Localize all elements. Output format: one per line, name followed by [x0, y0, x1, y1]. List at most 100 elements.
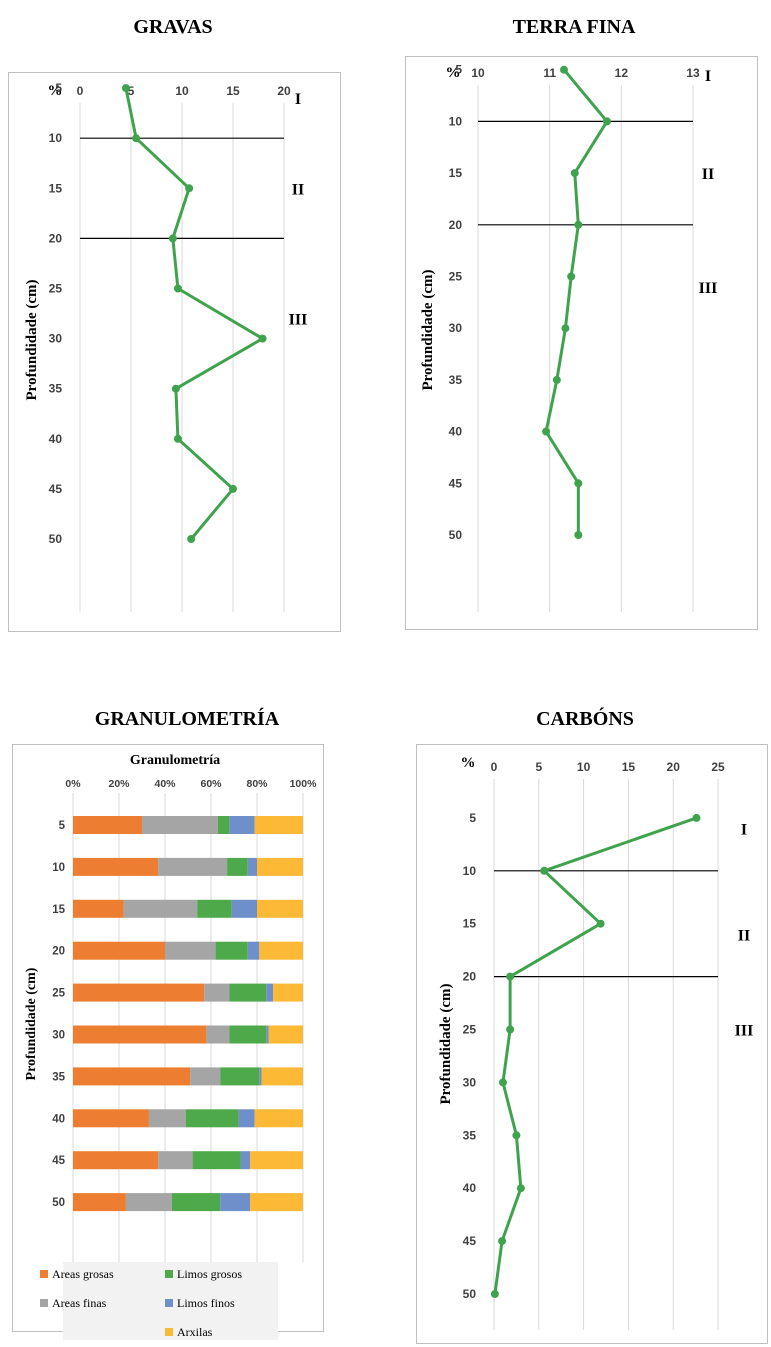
bar-segment [73, 816, 142, 834]
y-axis-label: Profundidade (cm) [24, 280, 40, 401]
y-tick-label: 10 [463, 864, 477, 878]
bar-segment [229, 816, 255, 834]
y-tick-label: 45 [52, 1155, 65, 1167]
bar-segment [266, 1025, 269, 1044]
bar-segment [231, 899, 257, 918]
y-axis-label: Profundidade (cm) [420, 270, 436, 391]
y-tick-label: 45 [49, 482, 63, 496]
legend-swatch [165, 1299, 173, 1307]
y-tick-label: 10 [49, 131, 63, 145]
x-tick-label: 100% [290, 778, 318, 790]
y-tick-label: 10 [449, 114, 463, 128]
y-tick-label: 20 [52, 946, 65, 958]
bar-segment [268, 1025, 303, 1044]
zone-label: II [292, 181, 304, 198]
x-tick-label: 40% [154, 778, 176, 790]
bar-segment [261, 1067, 303, 1086]
granulometria-chart-title: Granulometría [130, 753, 220, 768]
zone-label: III [735, 1023, 754, 1040]
x-tick-label: 60% [200, 778, 222, 790]
y-tick-label: 50 [52, 1197, 65, 1209]
zone-label: I [295, 91, 301, 108]
data-point [540, 866, 549, 875]
x-tick-label: 5 [535, 760, 542, 774]
y-tick-label: 25 [449, 270, 463, 284]
x-tick-label: 10 [471, 66, 485, 80]
legend-swatch [165, 1270, 173, 1278]
bar-segment [227, 857, 248, 876]
data-point [512, 1131, 521, 1140]
data-point [187, 535, 196, 543]
bar-segment [73, 1109, 149, 1128]
y-tick-label: 25 [463, 1023, 477, 1037]
x-tick-label: 0 [77, 84, 84, 98]
bar-segment [240, 1151, 251, 1170]
legend-swatch [40, 1270, 48, 1278]
data-point [570, 169, 579, 178]
zone-label: III [699, 280, 718, 297]
bar-segment [273, 983, 303, 1002]
bar-segment [254, 1109, 303, 1128]
y-tick-label: 40 [52, 1113, 65, 1125]
bar-segment [220, 1193, 251, 1212]
data-point [692, 813, 701, 822]
data-point [567, 272, 576, 281]
bar-segment [238, 1109, 255, 1128]
y-tick-label: 50 [449, 528, 463, 542]
bar-segment [125, 1193, 172, 1212]
bar-segment [73, 941, 165, 960]
data-point [574, 220, 583, 229]
legend-label: Areas grosas [52, 1267, 114, 1281]
legend-label: Areas finas [52, 1296, 107, 1310]
zone-label: I [705, 68, 711, 85]
x-tick-label: 20 [667, 760, 681, 774]
data-point [596, 919, 605, 928]
y-tick-label: 20 [49, 231, 63, 245]
gravas-chart-frame [8, 72, 341, 632]
bar-segment [254, 816, 303, 834]
y-tick-label: 20 [463, 970, 477, 984]
y-tick-label: 35 [52, 1071, 65, 1083]
bar-segment [185, 1109, 239, 1128]
y-tick-label: 35 [463, 1128, 477, 1142]
bar-segment [192, 1151, 241, 1170]
bar-segment [73, 1151, 159, 1170]
bar-segment [73, 899, 124, 918]
y-tick-label: 40 [49, 432, 63, 446]
y-tick-label: 50 [49, 532, 63, 546]
bar-segment [257, 857, 303, 876]
data-point [258, 334, 267, 343]
x-tick-label: 80% [246, 778, 268, 790]
data-point [173, 284, 182, 293]
bar-segment [158, 857, 228, 876]
y-tick-label: 15 [449, 166, 463, 180]
y-tick-label: 40 [463, 1181, 477, 1195]
data-point [498, 1078, 507, 1087]
x-tick-label: 20% [108, 778, 130, 790]
x-tick-label: 0% [65, 778, 81, 790]
bar-segment [142, 816, 218, 834]
bar-segment [229, 983, 267, 1002]
y-tick-label: 5 [55, 81, 62, 95]
bar-segment [73, 1025, 207, 1044]
data-point [121, 84, 130, 93]
legend-label: Limos finos [177, 1296, 235, 1310]
y-tick-label: 30 [52, 1030, 65, 1042]
y-tick-label: 35 [449, 373, 463, 387]
zone-label: III [289, 312, 308, 329]
y-tick-label: 30 [463, 1075, 477, 1089]
legend-label: Limos grosos [177, 1267, 242, 1281]
data-point [506, 1025, 515, 1034]
y-tick-label: 10 [52, 862, 65, 874]
series-line [493, 816, 697, 1295]
y-tick-label: 25 [49, 282, 63, 296]
bar-segment [247, 941, 260, 960]
data-point [574, 531, 583, 539]
y-tick-label: 40 [449, 425, 463, 439]
legend-swatch [40, 1299, 48, 1307]
data-point [516, 1184, 525, 1193]
bar-segment [247, 857, 257, 876]
bar-segment [266, 983, 274, 1002]
x-unit-label: % [446, 65, 461, 81]
